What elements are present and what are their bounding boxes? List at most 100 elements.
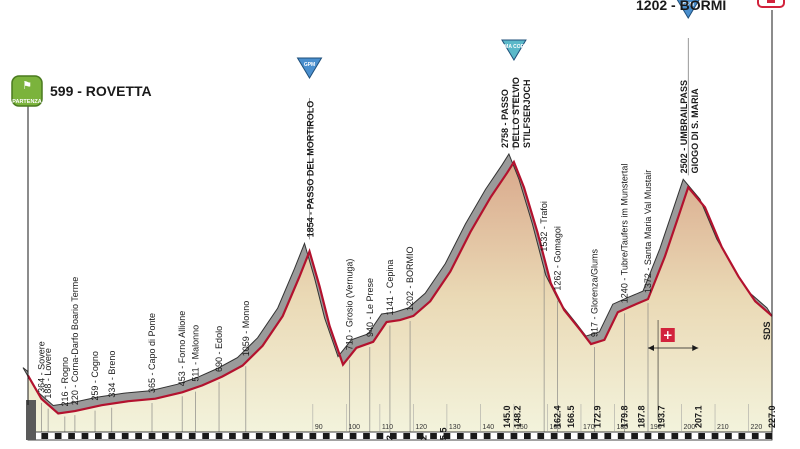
km-strip-segment [470,433,478,439]
km-strip-segment [41,433,49,439]
km-strip-segment [322,433,330,439]
km-strip-segment [644,433,652,439]
km-strip-segment [684,433,692,439]
km-strip-segment [389,433,397,439]
climb-badge-icon [676,0,700,19]
climb-label: DELLO STELVIO [511,77,521,148]
km-tick-label: 200 [684,424,696,431]
km-strip-segment [336,433,344,439]
place-label: 1240 - Tubre/Taufers im Munstertal [620,164,630,304]
distance-label: 172.9 [593,405,603,428]
place-label: 917 - Glorenza/Glums [589,249,599,338]
km-strip-segment [725,433,732,439]
km-strip-segment [550,433,558,439]
start-group: ⚑ PARTENZA 599 - ROVETTA [10,74,210,115]
km-strip-segment [282,433,290,439]
km-strip-segment [631,433,638,439]
place-label: 1202 - BORMIO [405,246,415,311]
km-strip-segment [403,433,411,439]
sprint-cross-icon [660,328,675,342]
climb-badge-text: GPM [683,2,694,8]
km-tick-label: 220 [751,424,763,431]
profile-line [26,159,773,415]
km-strip-segment [148,433,156,439]
km-strip-segment [363,433,370,439]
place-label: 220 - Corna-Darfo Boario Terme [70,277,80,405]
km-tick-label: 170 [583,424,595,431]
km-strip-segment [456,433,464,439]
km-strip-segment [309,433,317,439]
km-strip-segment [349,433,357,439]
km-strip-segment [510,433,518,439]
km-strip-segment [376,433,384,439]
km-strip-segment [765,433,772,439]
climb-badge-icon [296,57,323,79]
km-strip-segment [671,433,679,439]
place-label: 216 - Rogno [60,357,70,407]
climb-label: 2502 - UMBRAILPASS [679,80,689,173]
km-strip-segment [269,433,276,439]
start-post [26,400,36,440]
km-strip-segment [698,433,705,439]
km-strip-segment [202,433,209,439]
km-strip-segment [54,433,62,439]
km-strip-segment [121,433,129,439]
km-strip-segment [255,433,263,439]
climb-badge-text: CIMA COPPI [499,44,529,50]
place-label: 1141 - Cepina [385,260,395,316]
km-tick-label: 210 [717,424,729,431]
km-strip-segment [711,433,719,439]
place-label: 511 - Malonno [191,325,201,382]
distance-label: 162.4 [553,405,563,428]
km-strip-segment [68,433,75,439]
distance-label: 207.1 [693,405,703,428]
climb-label: GIOGO DI S. MARIA [690,88,700,174]
distance-label: 148.2 [512,405,522,428]
km-strip-segment [617,433,625,439]
place-label: 710 - Grosio (Vernuga) [345,259,355,351]
start-badge-text: PARTENZA [12,99,42,105]
place-label: 453 - Forno Allione [177,311,187,387]
distance-label: 187.8 [636,405,646,428]
distance-label: 166.5 [566,405,576,428]
start-title: 599 - ROVETTA [50,83,152,99]
sprint-arrowheads [648,345,699,351]
km-strip-segment [416,433,424,439]
km-strip-segment [81,433,89,439]
km-tick-label: 190 [650,424,662,431]
km-strip-segment [564,433,571,439]
place-label: 1532 - Trafoi [539,201,549,252]
svg-text:⚑: ⚑ [22,79,32,92]
place-label: 364 - Sovere [36,341,46,393]
start-badge-icon [11,75,43,107]
km-tick-label: 90 [315,424,323,431]
place-label: 1372 - Santa Maria Val Mustair [643,170,653,293]
km-strip-segment [188,433,196,439]
km-tick-label: 120 [415,424,427,431]
place-label: 1059 - Monno [241,301,251,357]
km-strip-segment [229,433,236,439]
km-tick-label: 100 [348,424,360,431]
km-strip-segment [537,433,545,439]
place-label: 188 - Lovere [43,348,53,399]
place-label: 334 - Breno [107,351,117,398]
km-strip-segment [751,433,759,439]
sprint-cross-text: + [663,328,673,342]
climb-badge-icon [501,39,527,61]
km-strip-segment [135,433,142,439]
km-tick-label: 160 [549,424,561,431]
climb-label: STILFSERJOCH [522,79,532,148]
km-strip-segment [108,433,116,439]
km-strip-segment [296,433,303,439]
km-tick-label: 130 [449,424,461,431]
km-tick-label: 140 [482,424,494,431]
profile-area [28,162,772,432]
km-tick-label: 180 [616,424,628,431]
place-label: 1262 - Gomagoi [553,226,563,291]
place-label: 365 - Capo di Ponte [147,313,157,393]
climb-badge-text: GPM [304,62,315,68]
km-strip-segment [658,433,665,439]
km-strip-segment [604,433,612,439]
